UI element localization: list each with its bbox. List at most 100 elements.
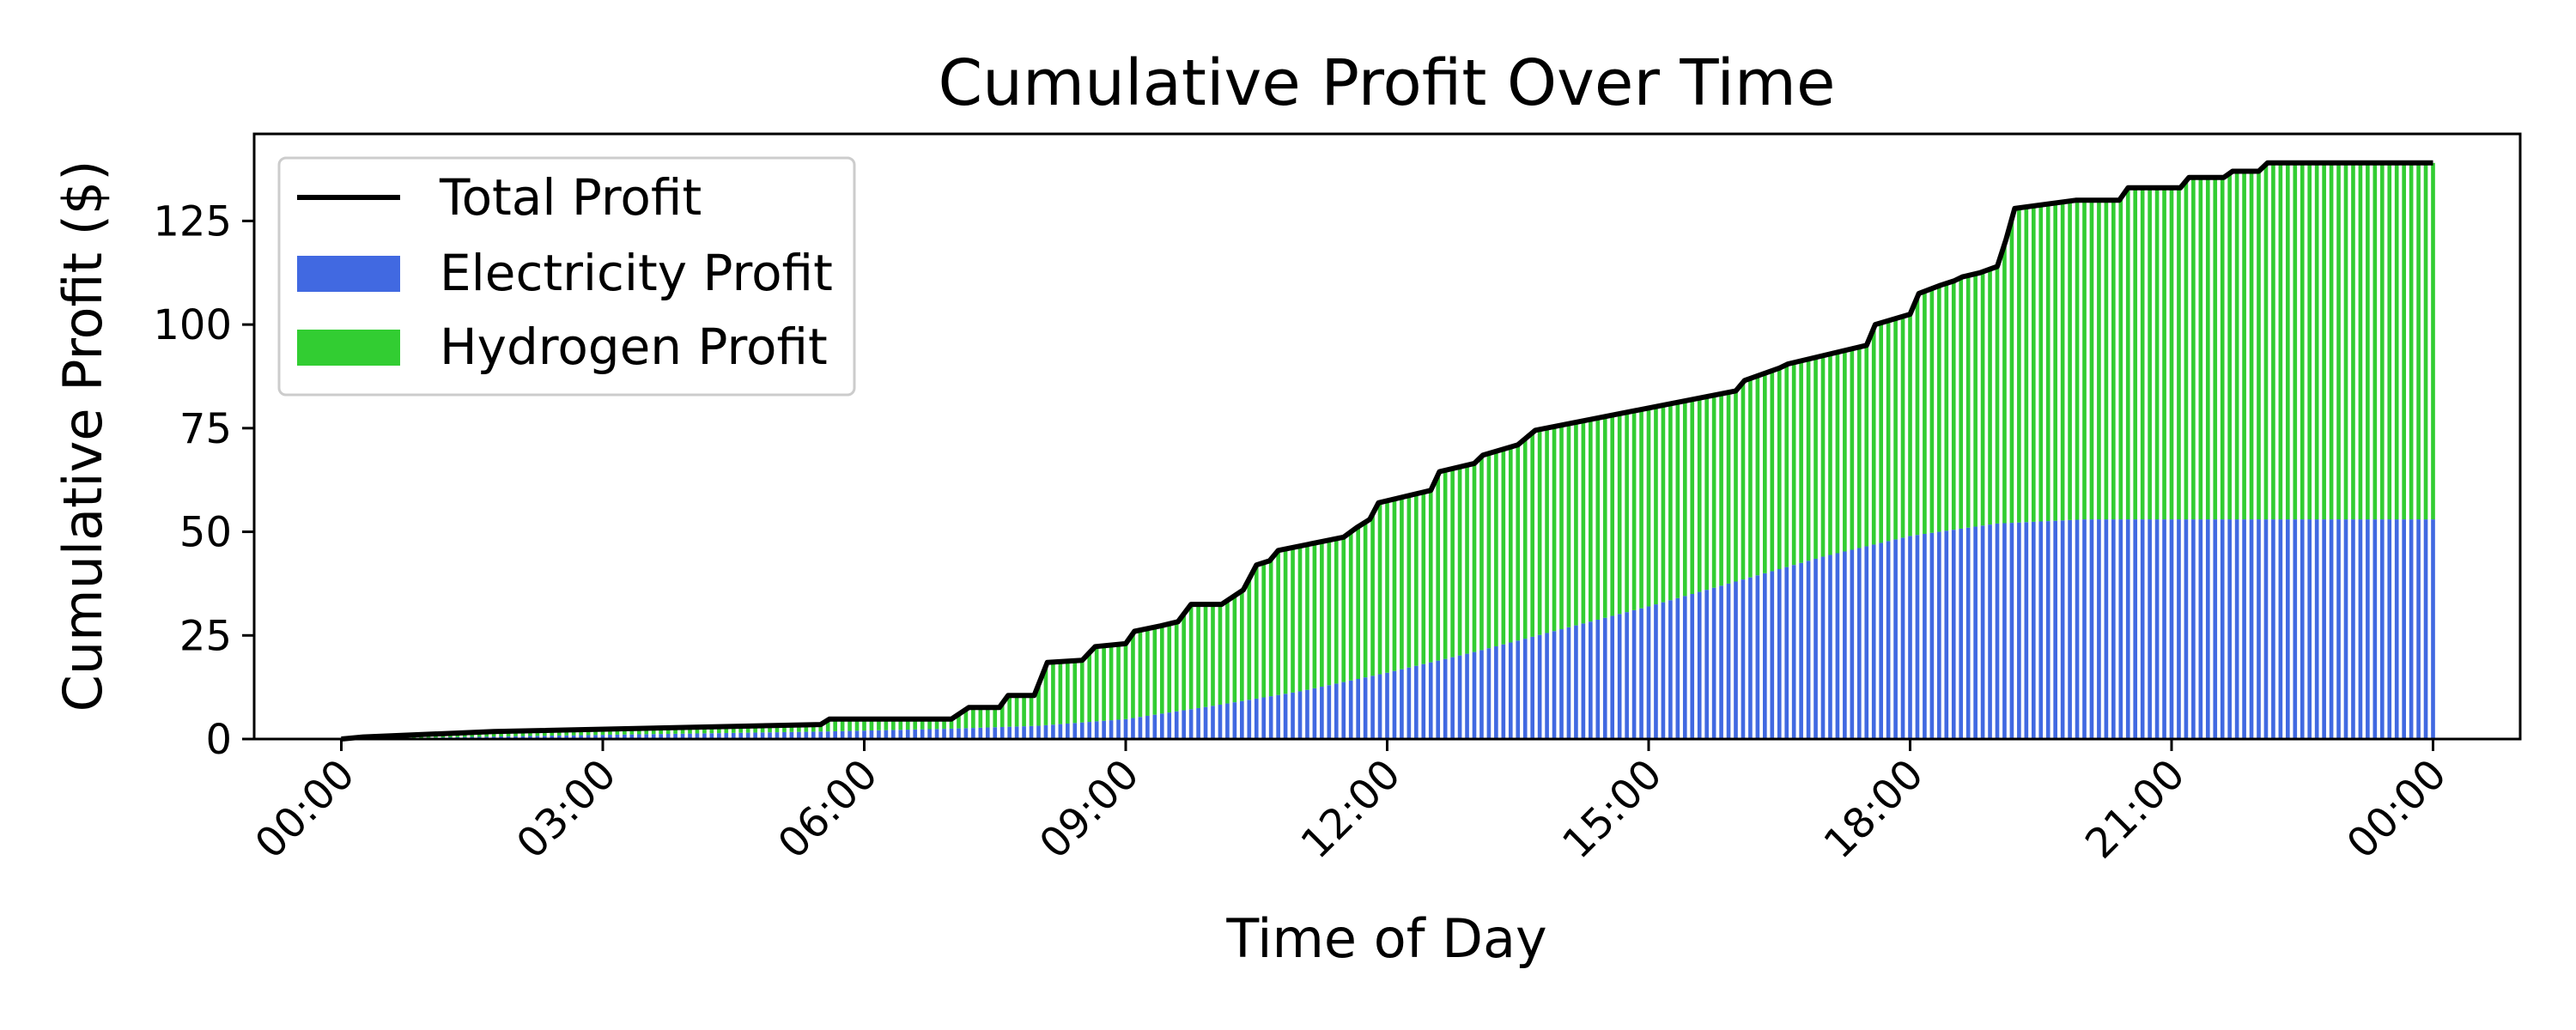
hydrogen-bar xyxy=(1625,412,1629,613)
electricity-bar xyxy=(1072,723,1078,739)
electricity-bar xyxy=(1639,608,1643,739)
electricity-bar xyxy=(884,730,889,739)
hydrogen-bar xyxy=(833,718,837,731)
y-tick-label: 75 xyxy=(179,405,232,453)
electricity-bar xyxy=(1719,585,1723,739)
electricity-bar xyxy=(1182,710,1186,739)
hydrogen-bar xyxy=(789,724,794,732)
hydrogen-bar xyxy=(1291,547,1295,693)
hydrogen-bar xyxy=(1261,562,1267,698)
hydrogen-bar xyxy=(2416,162,2421,520)
hydrogen-bar xyxy=(2213,177,2218,520)
hydrogen-bar xyxy=(985,707,990,728)
hydrogen-bar xyxy=(999,703,1005,727)
hydrogen-bar xyxy=(1900,316,1905,538)
electricity-bar xyxy=(1726,583,1731,739)
electricity-bar xyxy=(2314,519,2319,739)
x-tick-label: 12:00 xyxy=(1292,750,1410,868)
electricity-bar xyxy=(862,730,866,739)
hydrogen-bar xyxy=(1530,433,1534,637)
hydrogen-bar xyxy=(738,726,744,733)
electricity-bar xyxy=(2104,519,2109,739)
hydrogen-bar xyxy=(1203,604,1208,707)
x-tick-label: 00:00 xyxy=(2338,750,2456,868)
electricity-bar xyxy=(1094,721,1099,739)
electricity-bar xyxy=(1479,650,1484,739)
hydrogen-bar xyxy=(1218,604,1223,705)
electricity-bar xyxy=(2220,519,2225,739)
electricity-bar xyxy=(2177,519,2181,739)
electricity-bar xyxy=(665,734,671,739)
electricity-bar xyxy=(963,728,969,739)
electricity-bar xyxy=(513,736,518,739)
hydrogen-bar xyxy=(651,728,656,735)
hydrogen-bar xyxy=(608,729,612,736)
hydrogen-bar xyxy=(593,729,598,736)
hydrogen-bar xyxy=(2300,162,2305,520)
electricity-bar xyxy=(2372,519,2378,739)
hydrogen-bar xyxy=(913,718,918,730)
electricity-bar xyxy=(1589,621,1593,739)
electricity-bar xyxy=(1102,720,1106,739)
electricity-bar xyxy=(978,727,983,739)
electricity-bar xyxy=(1799,562,1803,739)
electricity-bar xyxy=(898,730,903,739)
electricity-bar xyxy=(2213,519,2218,739)
hydrogen-bar xyxy=(2351,162,2355,520)
electricity-bar xyxy=(1537,634,1542,739)
electricity-bar xyxy=(1675,597,1680,739)
electricity-bar xyxy=(1501,644,1506,739)
hydrogen-bar xyxy=(1421,492,1426,664)
electricity-bar xyxy=(2227,519,2232,739)
hydrogen-bar xyxy=(600,729,605,736)
hydrogen-bar xyxy=(550,730,555,736)
x-tick-label: 18:00 xyxy=(1815,750,1933,868)
electricity-bar xyxy=(1944,530,1949,739)
hydrogen-bar xyxy=(644,728,649,735)
electricity-bar xyxy=(2075,519,2080,739)
hydrogen-bar xyxy=(2118,197,2123,520)
electricity-bar xyxy=(1828,554,1832,739)
hydrogen-bar xyxy=(1581,421,1586,624)
hydrogen-bar xyxy=(2402,162,2406,520)
hydrogen-bar xyxy=(1007,695,1012,727)
hydrogen-bar xyxy=(768,725,772,733)
hydrogen-bar xyxy=(2249,171,2254,520)
electricity-bar xyxy=(1893,539,1898,739)
hydrogen-bar xyxy=(2271,162,2275,520)
hydrogen-bar xyxy=(636,728,641,735)
electricity-bar xyxy=(1646,606,1651,739)
plot-area xyxy=(252,132,2522,742)
hydrogen-bar xyxy=(811,724,816,732)
hydrogen-bar xyxy=(2220,177,2225,520)
electricity-bar xyxy=(905,730,910,739)
hydrogen-bar xyxy=(1247,579,1252,700)
electricity-bar xyxy=(2068,519,2072,739)
hydrogen-bar xyxy=(688,727,692,734)
electricity-bar xyxy=(2409,519,2414,739)
electricity-bar xyxy=(869,730,874,739)
hydrogen-bar xyxy=(1167,623,1172,713)
electricity-bar xyxy=(2263,519,2269,739)
electricity-bar xyxy=(1131,718,1135,739)
electricity-bar xyxy=(848,730,852,739)
hydrogen-bar xyxy=(1864,345,1869,547)
hydrogen-bar xyxy=(1755,375,1760,576)
y-tick-label: 125 xyxy=(153,197,232,245)
hydrogen-bar xyxy=(797,724,801,732)
hydrogen-bar xyxy=(1385,500,1389,673)
chart-title: Cumulative Profit Over Time xyxy=(938,46,1835,120)
hydrogen-bar xyxy=(745,725,750,733)
electricity-bar xyxy=(2271,519,2275,739)
hydrogen-bar xyxy=(1929,288,1935,533)
electricity-bar xyxy=(2154,519,2160,739)
electricity-bar xyxy=(753,732,757,739)
hydrogen-bar xyxy=(2336,162,2341,520)
electricity-bar xyxy=(2017,522,2021,739)
electricity-bar xyxy=(623,734,627,739)
hydrogen-bar xyxy=(2234,171,2239,520)
hydrogen-bar xyxy=(1116,644,1121,720)
hydrogen-bar xyxy=(2242,171,2246,520)
electricity-bar xyxy=(2358,519,2363,739)
hydrogen-bar xyxy=(1312,542,1317,688)
